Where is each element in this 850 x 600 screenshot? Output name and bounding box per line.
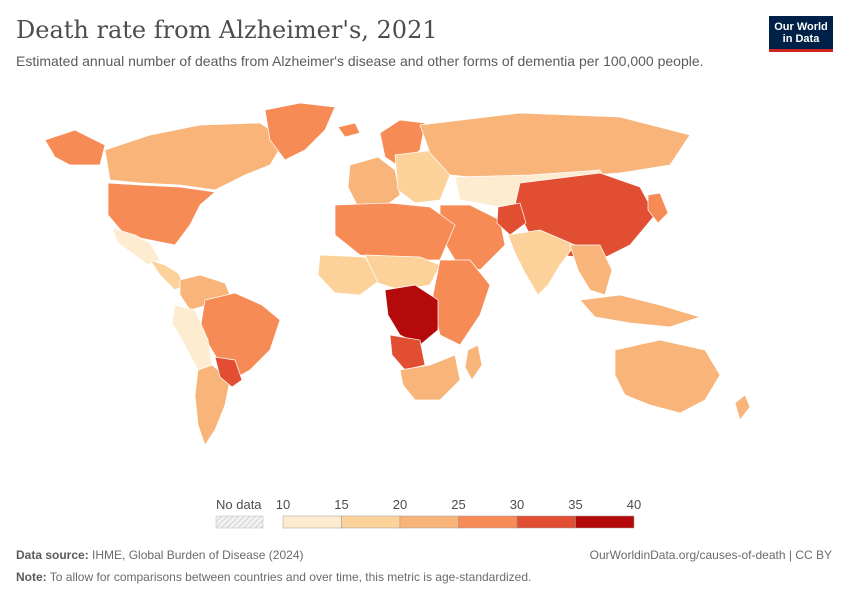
country-western-europe[interactable]: Western Europe bbox=[347, 156, 401, 211]
source-text: IHME, Global Burden of Disease (2024) bbox=[92, 548, 304, 562]
logo-line-2: in Data bbox=[782, 32, 820, 45]
country-australia[interactable]: Australia bbox=[614, 339, 721, 414]
country-central-africa[interactable]: Central Africa bbox=[384, 284, 439, 346]
owid-logo[interactable]: Our World in Data bbox=[769, 16, 833, 52]
legend-bin[interactable] bbox=[575, 515, 635, 529]
country-paraguay-uruguay[interactable]: Paraguay / Uruguay bbox=[214, 356, 243, 388]
logo-line-1: Our World bbox=[774, 20, 828, 33]
country-alaska[interactable]: Alaska bbox=[44, 129, 106, 166]
legend-bin[interactable] bbox=[341, 515, 401, 529]
legend-no-data-swatch bbox=[215, 515, 264, 529]
country-indonesia[interactable]: Indonesia bbox=[579, 294, 702, 328]
legend-tick-label: 25 bbox=[451, 497, 465, 512]
country-west-africa[interactable]: West Africa bbox=[317, 254, 381, 296]
country-india[interactable]: India bbox=[507, 229, 576, 296]
country-greenland[interactable]: Greenland bbox=[264, 102, 336, 161]
legend-tick-label: 35 bbox=[568, 497, 582, 512]
legend-bin[interactable] bbox=[516, 515, 576, 529]
country-new-zealand[interactable]: New Zealand bbox=[734, 394, 751, 421]
country-madagascar[interactable]: Madagascar bbox=[464, 344, 483, 381]
legend-tick-label: 40 bbox=[627, 497, 641, 512]
legend-tick-label: 30 bbox=[510, 497, 524, 512]
legend-tick-label: 20 bbox=[393, 497, 407, 512]
country-canada[interactable]: Canada bbox=[104, 122, 286, 191]
country-east-africa[interactable]: East Africa bbox=[431, 259, 491, 346]
country-japan-korea[interactable]: Japan / Korea bbox=[647, 192, 669, 224]
legend-bin[interactable] bbox=[399, 515, 459, 529]
note-text: To allow for comparisons between countri… bbox=[49, 570, 532, 584]
legend-bin[interactable] bbox=[282, 515, 342, 529]
legend-tick-label: 15 bbox=[334, 497, 348, 512]
world-map[interactable]: CanadaUnited StatesAlaskaGreenlandMexico… bbox=[0, 95, 850, 445]
legend-no-data-label: No data bbox=[216, 497, 262, 512]
chart-title: Death rate from Alzheimer's, 2021 bbox=[16, 16, 438, 44]
country-russia[interactable]: Russia bbox=[419, 112, 691, 181]
country-united-states[interactable]: United States bbox=[107, 182, 216, 246]
country-southern-africa[interactable]: Southern Africa bbox=[399, 354, 461, 401]
legend-tick-label: 10 bbox=[276, 497, 290, 512]
color-legend: No data 10 15 20 25 30 35 40 bbox=[215, 497, 641, 529]
note-label: Note: bbox=[16, 570, 47, 584]
source-label: Data source: bbox=[16, 548, 89, 562]
data-source: Data source: IHME, Global Burden of Dise… bbox=[16, 548, 303, 562]
country-angola[interactable]: Angola bbox=[389, 334, 426, 371]
country-afghanistan[interactable]: Afghanistan bbox=[496, 202, 527, 236]
country-north-africa[interactable]: North Africa bbox=[334, 202, 456, 261]
chart-subtitle: Estimated annual number of deaths from A… bbox=[16, 53, 704, 69]
legend-bin[interactable] bbox=[458, 515, 518, 529]
chart-note: Note: To allow for comparisons between c… bbox=[16, 570, 531, 584]
source-url-link[interactable]: OurWorldinData.org/causes-of-death | CC … bbox=[589, 548, 832, 562]
country-sahel[interactable]: Sahel bbox=[364, 254, 441, 291]
country-southeast-asia[interactable]: Southeast Asia bbox=[569, 244, 613, 296]
